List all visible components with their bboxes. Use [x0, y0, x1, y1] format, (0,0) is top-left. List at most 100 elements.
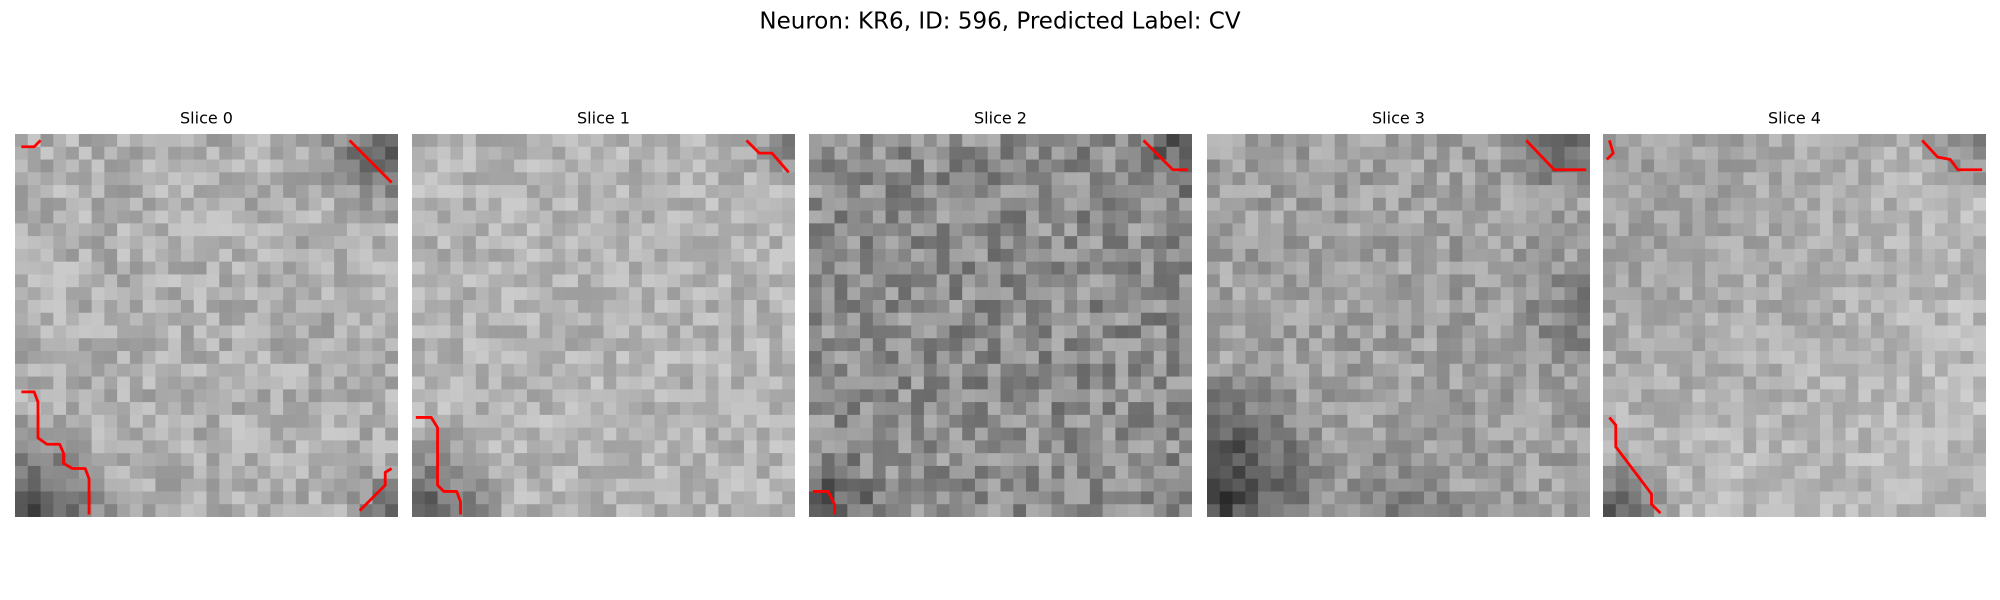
pixel: [1064, 185, 1078, 199]
pixel: [1717, 338, 1732, 352]
pixel: [1883, 210, 1898, 225]
pixel: [1115, 363, 1129, 378]
pixel: [257, 210, 271, 225]
pixel: [1973, 261, 1986, 276]
pixel: [1219, 351, 1234, 365]
pixel: [295, 453, 310, 467]
pixel: [1219, 197, 1234, 212]
pixel: [1960, 363, 1974, 378]
pixel: [962, 478, 976, 493]
pixel: [756, 223, 771, 237]
pixel: [743, 146, 758, 161]
pixel: [1564, 389, 1578, 403]
pixel: [1309, 299, 1323, 314]
pixel: [180, 414, 195, 429]
pixel: [756, 325, 771, 339]
pixel: [1115, 197, 1129, 212]
pixel: [1411, 134, 1425, 148]
pixel: [1820, 248, 1834, 263]
pixel: [1296, 338, 1310, 352]
pixel: [1666, 146, 1681, 161]
pixel: [1603, 185, 1617, 199]
pixel: [1385, 299, 1400, 314]
pixel: [1577, 210, 1590, 225]
pixel: [1462, 223, 1476, 237]
pixel: [1654, 363, 1668, 378]
pixel: [1232, 376, 1246, 390]
pixel: [898, 261, 912, 276]
pixel: [1641, 197, 1655, 212]
pixel: [1245, 504, 1259, 517]
pixel: [743, 363, 758, 378]
pixel: [514, 338, 528, 352]
pixel: [450, 299, 464, 314]
pixel: [860, 338, 874, 352]
pixel: [219, 197, 233, 212]
pixel: [1756, 414, 1770, 429]
pixel: [1577, 248, 1590, 263]
pixel: [718, 338, 732, 352]
pixel: [1960, 465, 1974, 480]
pixel: [1947, 376, 1962, 390]
pixel: [91, 287, 106, 301]
pixel: [641, 172, 656, 186]
pixel: [1153, 389, 1168, 403]
pixel: [1615, 197, 1630, 212]
pixel: [629, 504, 643, 517]
pixel: [1845, 376, 1859, 390]
pixel: [539, 197, 554, 212]
pixel: [539, 159, 554, 173]
pixel: [603, 185, 617, 199]
pixel: [488, 465, 503, 480]
pixel: [1654, 146, 1668, 161]
pixel: [117, 440, 131, 454]
pixel: [1654, 287, 1668, 301]
pixel: [1219, 210, 1234, 225]
pixel: [1973, 134, 1986, 148]
pixel: [1411, 261, 1425, 276]
pixel: [731, 504, 745, 517]
pixel: [1909, 274, 1923, 288]
pixel: [1179, 172, 1192, 186]
pixel: [769, 376, 783, 390]
pixel: [1960, 478, 1974, 493]
pixel: [295, 504, 310, 517]
pixel: [1270, 478, 1285, 493]
pixel: [1896, 210, 1911, 225]
pixel: [117, 274, 131, 288]
pixel: [1475, 197, 1489, 212]
pixel: [1128, 210, 1142, 225]
pixel: [1258, 414, 1272, 429]
pixel: [475, 491, 490, 505]
pixel: [1026, 299, 1040, 314]
pixel: [1934, 491, 1949, 505]
pixel: [1089, 261, 1104, 276]
pixel: [911, 172, 925, 186]
pixel: [1500, 287, 1515, 301]
pixel: [1475, 389, 1489, 403]
pixel: [1140, 146, 1155, 161]
pixel: [334, 414, 348, 429]
pixel: [1372, 185, 1387, 199]
pixel: [244, 440, 259, 454]
pixel: [1424, 197, 1438, 212]
pixel: [1513, 491, 1527, 505]
pixel: [949, 159, 963, 173]
pixel: [565, 197, 579, 212]
pixel: [821, 338, 836, 352]
pixel: [1000, 172, 1014, 186]
pixel: [590, 478, 605, 493]
pixel: [270, 146, 284, 161]
pixel: [936, 146, 951, 161]
pixel: [385, 325, 398, 339]
pixel: [334, 210, 348, 225]
pixel: [1166, 287, 1180, 301]
pixel: [488, 453, 503, 467]
pixel: [577, 197, 592, 212]
pixel: [232, 453, 246, 467]
pixel: [334, 236, 348, 250]
pixel: [1436, 312, 1451, 327]
pixel: [1258, 159, 1272, 173]
pixel: [295, 312, 310, 327]
pixel: [1909, 440, 1923, 454]
